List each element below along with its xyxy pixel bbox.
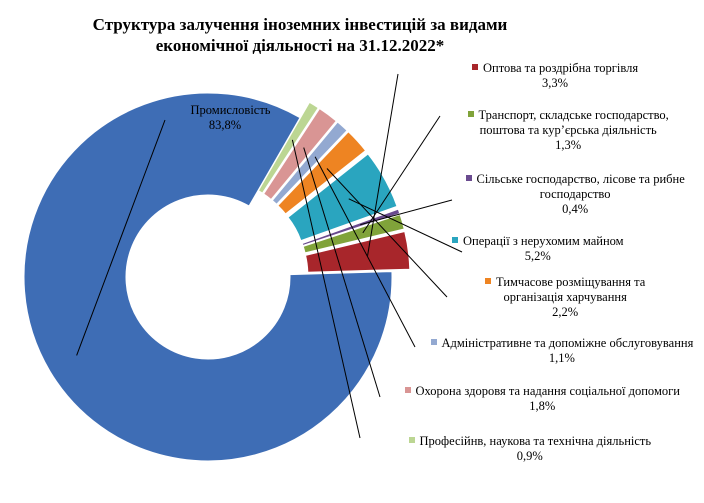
leader-line	[326, 168, 448, 298]
slice-label-value: 1,1%	[548, 351, 575, 365]
chart-title: Структура залучення іноземних інвестицій…	[20, 14, 580, 56]
leader-line	[291, 139, 361, 439]
leader-line	[314, 156, 416, 348]
donut-slice	[262, 107, 337, 201]
slice-label-name: організація харчування	[503, 289, 627, 304]
slice-label-name: Операції з нерухомим майном	[452, 234, 624, 249]
slice-label-value: 0,4%	[562, 201, 589, 216]
slice-label: Оптова та роздрібна торгівля 3,3%	[472, 61, 638, 91]
slice-label-name: господарство	[539, 186, 611, 201]
slice-label-value: 5,2%	[524, 249, 551, 263]
donut-slice	[23, 92, 393, 462]
slice-label-name: Професійнв, наукова та технічна діяльніс…	[408, 434, 651, 449]
donut-slice	[301, 208, 401, 247]
slice-label-value: 1,3%	[555, 137, 582, 152]
legend-swatch	[408, 437, 415, 443]
slice-label-name: Сільське господарство, лісове та рибне	[465, 172, 685, 187]
slice-label-name: Тимчасове розміщування та	[485, 275, 645, 290]
leader-line	[303, 147, 381, 398]
slice-label: Адміністративне та допоміжне обслуговува…	[430, 336, 693, 366]
slice-label-name: Адміністративне та допоміжне обслуговува…	[430, 336, 693, 351]
chart-title-line-1: Структура залучення іноземних інвестицій…	[92, 15, 508, 34]
legend-swatch	[452, 237, 458, 243]
slice-label: Тимчасове розміщування та організація хар…	[485, 275, 645, 320]
slice-label-name: поштова та кур’єрська діяльність	[479, 122, 657, 137]
slice-label-name: Промисловість	[179, 103, 271, 118]
slice-label-value: 3,3%	[542, 76, 569, 90]
donut-slice	[277, 131, 367, 215]
donut-slice	[271, 121, 348, 205]
legend-swatch	[430, 339, 437, 345]
slice-label-value: 83,8%	[208, 118, 242, 132]
slice-label: Сільське господарство, лісове та рибне го…	[465, 172, 685, 217]
chart-title-line-2: економічної діяльності на 31.12.2022*	[155, 36, 445, 55]
legend-swatch	[467, 110, 474, 117]
slice-label: Промисловість 83,8%	[179, 103, 271, 133]
slice-label-value: 0,9%	[516, 449, 543, 463]
slice-label-name: Охорона здоровя та надання соціальної до…	[404, 384, 680, 399]
slice-label: Професійнв, наукова та технічна діяльніс…	[408, 434, 651, 464]
leader-line	[362, 115, 441, 234]
legend-swatch	[472, 64, 478, 70]
leader-line	[348, 198, 463, 253]
slice-label-name: Оптова та роздрібна торгівля	[472, 61, 638, 76]
slice-label-name: Транспорт, складське господарство,	[467, 108, 669, 123]
legend-swatch	[465, 174, 472, 181]
leader-line	[76, 119, 166, 356]
donut-slice	[257, 101, 319, 194]
slice-label: Операції з нерухомим майном 5,2%	[452, 234, 624, 264]
slice-label-value: 1,8%	[529, 399, 556, 413]
slice-label: Охорона здоровя та надання соціальної до…	[404, 384, 680, 414]
legend-swatch	[485, 277, 491, 284]
slice-label-value: 2,2%	[552, 304, 579, 319]
legend-swatch	[404, 387, 411, 393]
slice-label: Транспорт, складське господарство, поштов…	[467, 108, 669, 153]
leader-line	[367, 73, 399, 256]
legend-swatch	[179, 106, 186, 112]
